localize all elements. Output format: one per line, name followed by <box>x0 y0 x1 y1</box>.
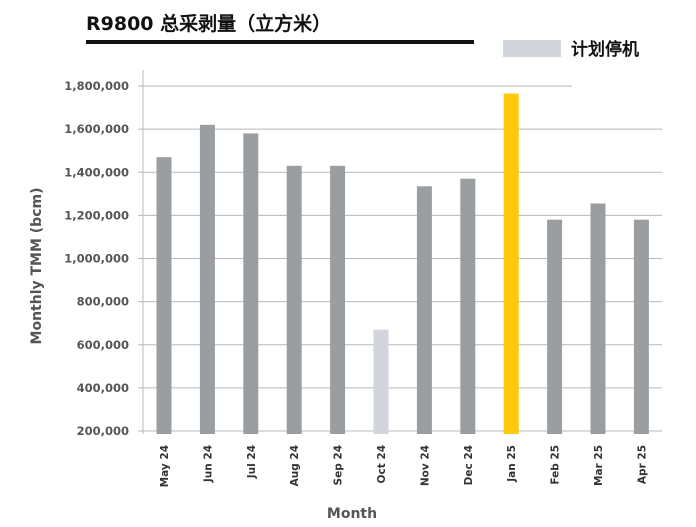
x-axis-ticks: May 24 Jun 24 Jul 24 Aug 24 Sep 24 Oct 24 Nov … <box>159 445 648 487</box>
bar-mar-25 <box>590 203 606 434</box>
bar-oct-24 <box>373 329 389 434</box>
bar-nov-24 <box>416 186 432 434</box>
bar-dec-24 <box>460 178 476 434</box>
y-tick-label: 1,000,000 <box>64 252 129 266</box>
bar-aug-24 <box>286 165 302 434</box>
y-axis-title: Monthly TMM (bcm) <box>29 188 45 345</box>
bar-jan-25 <box>503 93 519 434</box>
x-tick-label: Oct 24 <box>376 445 388 483</box>
y-tick-label: 600,000 <box>77 338 129 352</box>
y-tick-label: 200,000 <box>77 424 129 438</box>
y-tick-label: 1,800,000 <box>64 79 129 93</box>
bars <box>156 93 649 434</box>
y-axis-ticks: 200,000 400,000 600,000 800,000 1,000,000 1,2… <box>64 79 143 438</box>
x-tick-label: Sep 24 <box>333 445 345 485</box>
y-tick-label: 1,600,000 <box>64 122 129 136</box>
gridlines <box>142 70 662 434</box>
x-tick-label: Aug 24 <box>289 445 301 486</box>
bar-sep-24 <box>330 165 346 434</box>
legend-label-planned-shutdown: 计划停机 <box>571 39 639 60</box>
chart-title: R9800 总采剥量（立方米） <box>86 12 331 35</box>
y-tick-label: 1,400,000 <box>64 165 129 179</box>
legend-swatch-planned-shutdown <box>503 40 561 57</box>
x-tick-label: Jul 24 <box>246 445 258 479</box>
bar-jun-24 <box>199 124 215 434</box>
title-underline <box>86 40 474 44</box>
y-tick-label: 400,000 <box>77 381 129 395</box>
y-tick-label: 1,200,000 <box>64 208 129 222</box>
bar-apr-25 <box>633 219 649 434</box>
bar-jul-24 <box>243 133 259 434</box>
x-tick-label: Jan 25 <box>506 445 518 483</box>
legend: 计划停机 <box>503 39 639 60</box>
y-tick-label: 800,000 <box>77 295 129 309</box>
x-tick-label: Jun 24 <box>202 445 214 483</box>
bar-feb-25 <box>547 219 563 434</box>
x-tick-label: Dec 24 <box>463 445 475 485</box>
x-axis-title: Month <box>327 506 377 522</box>
x-tick-label: Feb 25 <box>550 445 562 485</box>
x-tick-label: Apr 25 <box>636 445 648 484</box>
x-tick-label: Mar 25 <box>593 445 605 486</box>
x-tick-label: Nov 24 <box>419 445 431 486</box>
x-tick-label: May 24 <box>159 445 171 487</box>
bar-may-24 <box>156 157 172 434</box>
